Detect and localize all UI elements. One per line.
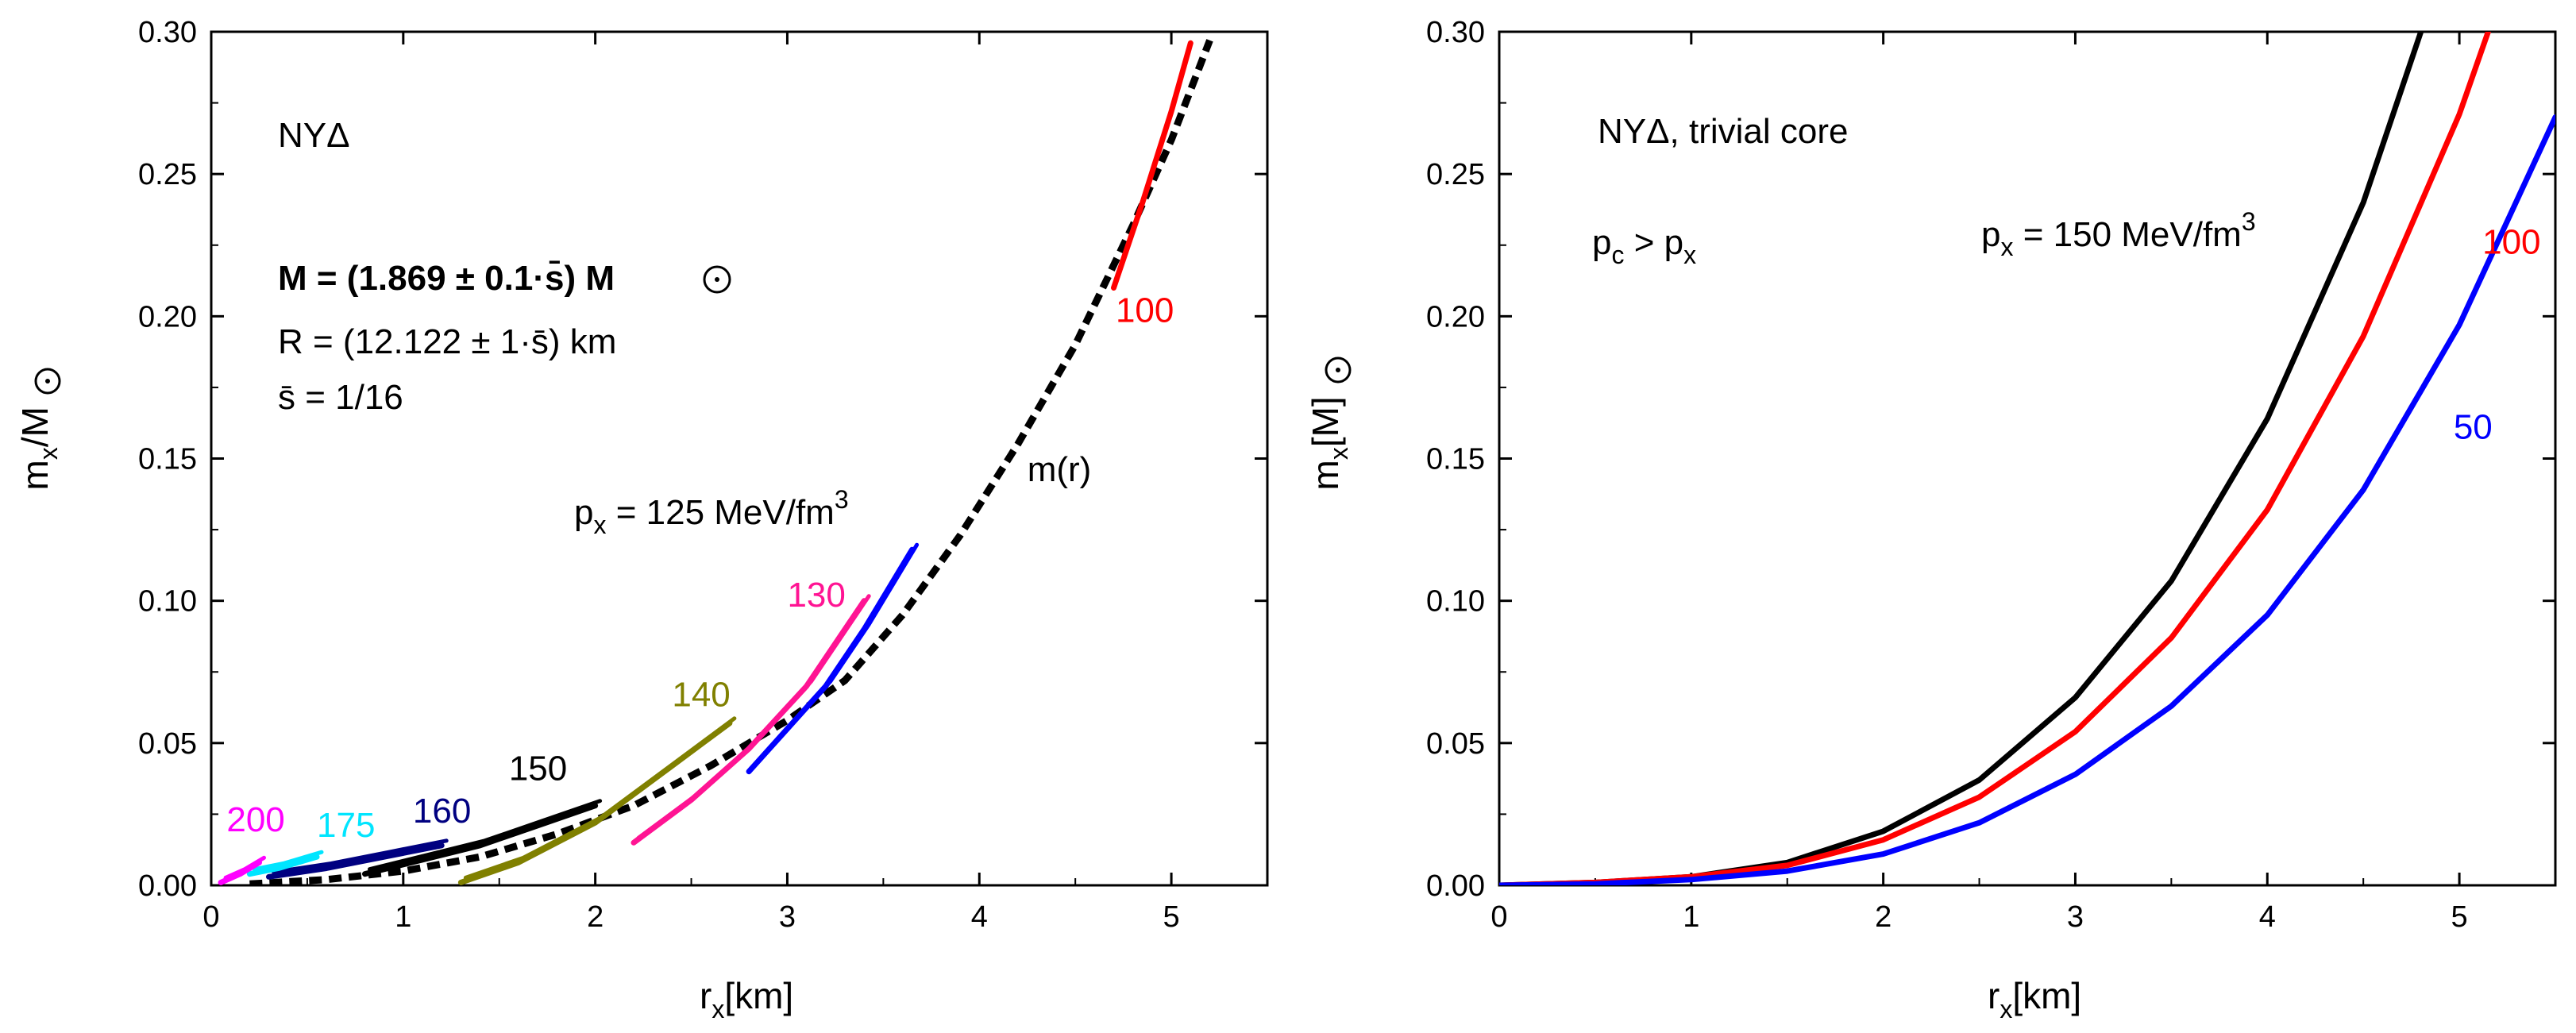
x-axis-title: rx[km] bbox=[1988, 975, 2081, 1023]
right-panel: 0 1 2 3 4 50.000.050.100.150.200.250.30rx[km]… bbox=[1305, 16, 2557, 1023]
model-label: NYΔ bbox=[278, 116, 350, 155]
curves bbox=[218, 39, 1213, 885]
curve-label-100: 100 bbox=[1116, 291, 1174, 330]
x-tick-label: 4 bbox=[971, 900, 988, 934]
y-axis-title-group: mx/M bbox=[14, 407, 63, 490]
curve-label-mr: m(r) bbox=[1028, 450, 1092, 489]
y-tick-label: 0.10 bbox=[138, 585, 197, 619]
y-axis-title: mx/M bbox=[14, 407, 63, 490]
series-line-strand-140 bbox=[463, 716, 737, 880]
pc-condition: pc > px bbox=[1592, 223, 1696, 269]
solar-mass-symbol bbox=[703, 265, 731, 294]
radius-annotation: R = (12.122 ± 1·s̄) km bbox=[278, 322, 616, 361]
pc-condition-part-1: c bbox=[1611, 241, 1624, 269]
series-line-strand-130 bbox=[636, 594, 871, 840]
y-axis-title-part-0: m bbox=[14, 460, 56, 490]
series-line-strand-160 bbox=[272, 838, 449, 874]
series-line-130 bbox=[631, 598, 867, 846]
x-tick-label: 1 bbox=[395, 900, 411, 934]
series-line-strand-125 bbox=[751, 542, 920, 769]
y-tick-label: 0.15 bbox=[138, 443, 197, 476]
y-tick-label: 0.25 bbox=[138, 158, 197, 191]
curves bbox=[1499, 32, 2555, 885]
x-tick-label: 2 bbox=[1875, 900, 1892, 934]
y-tick-label: 0.10 bbox=[1426, 585, 1485, 619]
px-annotation-part-1: x bbox=[2000, 233, 2013, 261]
series-line-150 bbox=[362, 803, 599, 877]
px-annotation-part-0: p bbox=[574, 493, 593, 532]
y-tick-label: 0.20 bbox=[138, 300, 197, 333]
y-tick-label: 0.15 bbox=[1426, 443, 1485, 476]
x-axis-title-part-2: [km] bbox=[724, 975, 793, 1016]
curve-label-140: 140 bbox=[672, 675, 730, 714]
y-axis-sun-symbol bbox=[1325, 357, 1352, 384]
series-line-50 bbox=[1499, 114, 2555, 885]
series-line-100 bbox=[1111, 40, 1194, 291]
y-tick-label: 0.00 bbox=[1426, 869, 1485, 903]
plot-frame bbox=[1498, 30, 2557, 887]
curve-label-50: 50 bbox=[2454, 407, 2493, 446]
y-tick-label: 0.20 bbox=[1426, 300, 1485, 333]
px-annotation-part-0: p bbox=[1981, 215, 2000, 254]
curve-label-130: 130 bbox=[787, 576, 845, 615]
series-line-100 bbox=[1499, 32, 2491, 885]
px-annotation-part-3: 3 bbox=[2242, 207, 2256, 236]
y-axis-title-part-0: m bbox=[1305, 460, 1346, 490]
px-annotation-part-2: = 150 MeV/fm bbox=[2013, 215, 2241, 254]
series-line-strand-175 bbox=[252, 850, 324, 872]
series-line-strand-150 bbox=[368, 799, 603, 872]
x-axis-title-part-1: x bbox=[711, 995, 724, 1023]
y-tick-label: 0.30 bbox=[138, 16, 197, 49]
y-axis-sun-symbol bbox=[34, 368, 61, 395]
s-annotation: s̄ = 1/16 bbox=[278, 378, 403, 417]
curve-label-175: 175 bbox=[317, 806, 375, 845]
pc-condition-part-0: p bbox=[1592, 223, 1611, 262]
left-panel: 0 1 2 3 4 50.000.050.100.150.200.250.30rx[km]… bbox=[14, 16, 1269, 1023]
x-tick-label: 4 bbox=[2259, 900, 2276, 934]
x-axis-title-part-0: r bbox=[1988, 975, 1999, 1016]
series-line-strand-200 bbox=[223, 855, 266, 880]
curve-label-200: 200 bbox=[226, 800, 284, 839]
x-tick-label: 3 bbox=[779, 900, 796, 934]
px-annotation-part-3: 3 bbox=[835, 485, 849, 514]
px-annotation-part-1: x bbox=[593, 511, 606, 539]
px-annotation: px = 125 MeV/fm3 bbox=[574, 485, 849, 539]
y-axis-title-part-2: [M bbox=[1305, 407, 1346, 447]
y-axis-title-group: mx[M] bbox=[1305, 396, 1353, 490]
y-tick-label: 0.30 bbox=[1426, 16, 1485, 49]
y-tick-label: 0.25 bbox=[1426, 158, 1485, 191]
x-axis-title-part-2: [km] bbox=[2012, 975, 2081, 1016]
x-tick-label: 5 bbox=[2451, 900, 2468, 934]
y-axis-title-part-1: x bbox=[34, 447, 63, 460]
y-tick-label: 0.00 bbox=[138, 869, 197, 903]
y-axis-title-part-3: ] bbox=[1305, 396, 1346, 407]
panel-title: NYΔ, trivial core bbox=[1598, 112, 1848, 151]
y-axis-title: mx[M] bbox=[1305, 396, 1353, 490]
x-tick-label: 0 bbox=[202, 900, 219, 934]
y-tick-label: 0.05 bbox=[138, 727, 197, 761]
x-tick-label: 5 bbox=[1163, 900, 1180, 934]
y-axis-title-part-2: /M bbox=[14, 407, 56, 447]
series-line-160 bbox=[266, 842, 445, 880]
y-axis-title-part-1: x bbox=[1325, 447, 1353, 460]
pc-condition-part-3: x bbox=[1683, 241, 1696, 269]
x-axis-title: rx[km] bbox=[700, 975, 793, 1023]
px-annotation-part-2: = 125 MeV/fm bbox=[606, 493, 834, 532]
curve-label-160: 160 bbox=[413, 792, 471, 831]
x-tick-label: 0 bbox=[1490, 900, 1507, 934]
series-line-175 bbox=[246, 854, 320, 877]
x-tick-label: 3 bbox=[2067, 900, 2084, 934]
x-tick-label: 2 bbox=[587, 900, 604, 934]
y-tick-label: 0.05 bbox=[1426, 727, 1485, 761]
x-axis-title-part-1: x bbox=[1999, 995, 2012, 1023]
pc-condition-part-2: > p bbox=[1624, 223, 1683, 262]
curve-label-150: 150 bbox=[509, 749, 567, 788]
series-line-150 bbox=[1499, 32, 2424, 885]
x-axis-title-part-0: r bbox=[700, 975, 711, 1016]
curve-label-100: 100 bbox=[2482, 223, 2540, 262]
mass-annotation: M = (1.869 ± 0.1·s̄) M bbox=[278, 259, 615, 298]
px-annotation: px = 150 MeV/fm3 bbox=[1981, 207, 2256, 261]
x-tick-label: 1 bbox=[1683, 900, 1699, 934]
